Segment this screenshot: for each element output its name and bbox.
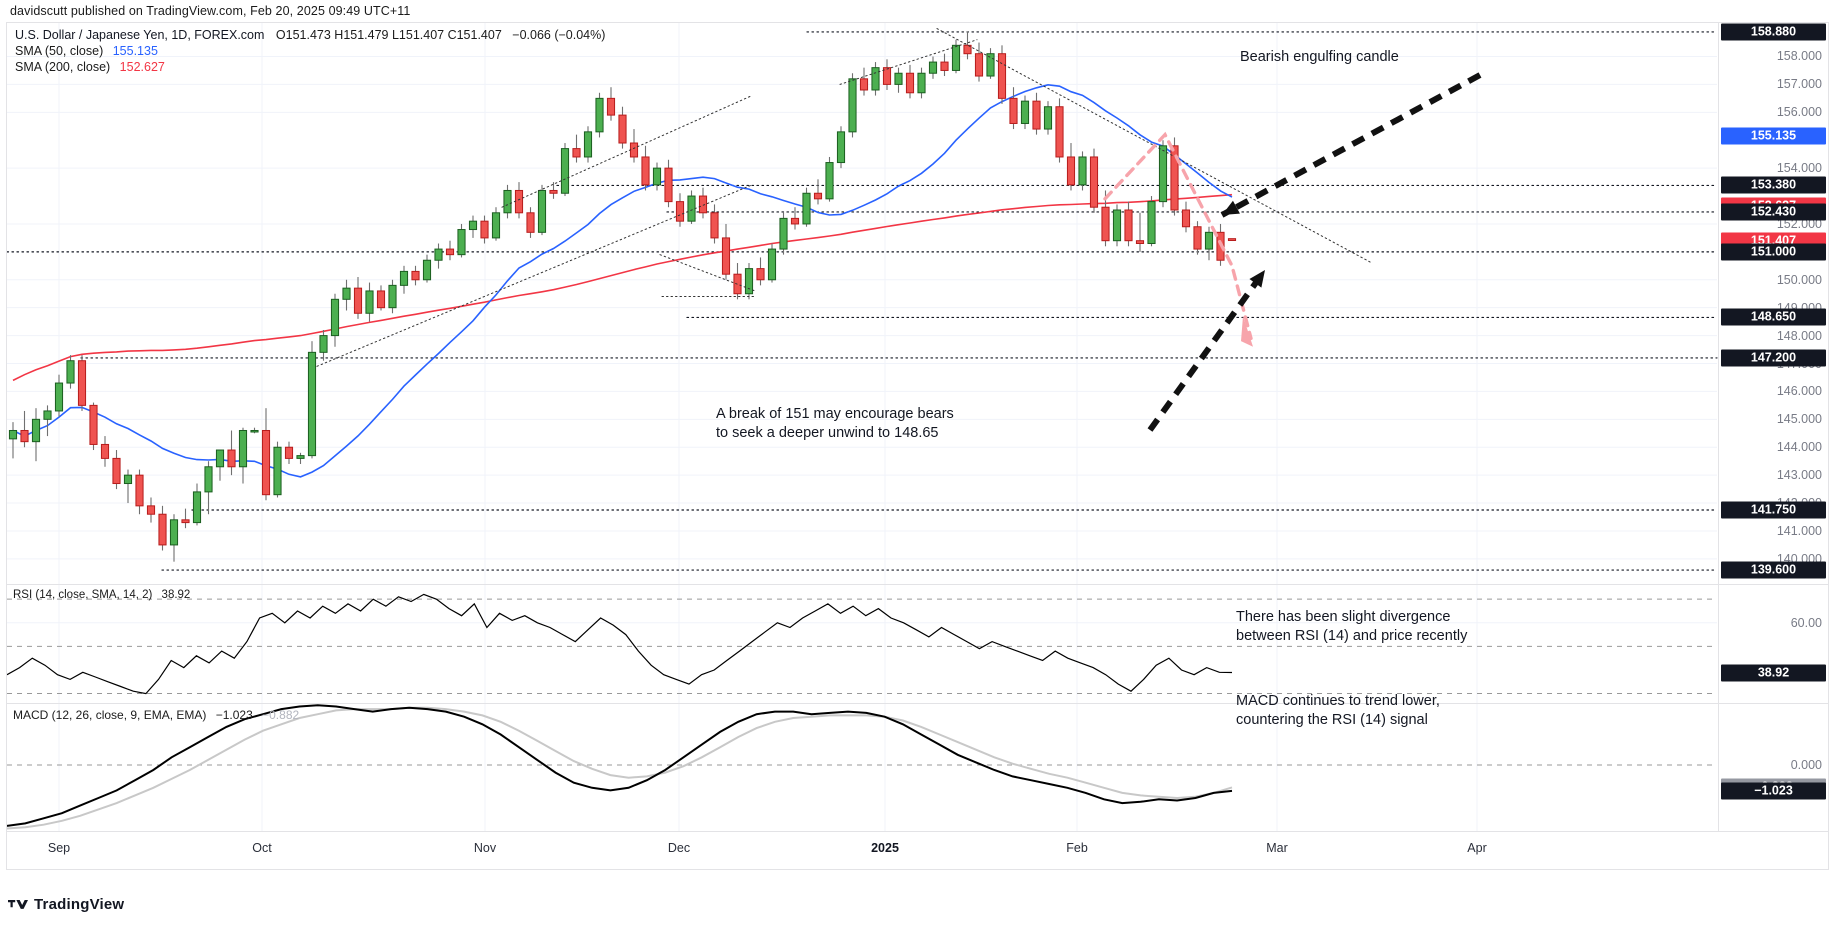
axis-tick-label: 143.000 [1776, 468, 1822, 483]
time-axis-label: Sep [47, 841, 71, 855]
macd-pane[interactable]: MACD (12, 26, close, 9, EMA, EMA) −1.023… [7, 703, 1828, 831]
tradingview-brand-label: TradingView [34, 896, 125, 913]
price-axis[interactable]: 158.000 157.000 156.000 154.000 152.000 150.0… [1718, 23, 1828, 584]
axis-tick-label: 158.000 [1776, 49, 1822, 64]
macd-axis[interactable]: 0.000−0.882−1.023 [1718, 704, 1828, 831]
time-axis-label: Mar [1266, 841, 1288, 855]
axis-price-tag: 153.380 [1721, 176, 1826, 194]
price-plot [7, 23, 1718, 584]
axis-tick-label: 0.000 [1790, 757, 1822, 772]
axis-tick-label: 144.000 [1776, 440, 1822, 455]
time-axis-label: 2025 [871, 841, 899, 855]
price-pane[interactable]: U.S. Dollar / Japanese Yen, 1D, FOREX.co… [7, 23, 1828, 584]
axis-price-tag: 147.200 [1721, 349, 1826, 367]
axis-price-tag: 139.600 [1721, 561, 1826, 579]
axis-tick-label: 60.00 [1790, 615, 1822, 630]
publisher-credit: davidscutt published on TradingView.com,… [10, 4, 411, 18]
axis-price-tag: 38.92 [1721, 664, 1826, 681]
axis-price-tag: 151.000 [1721, 243, 1826, 261]
axis-price-tag: −1.023 [1721, 782, 1826, 800]
tradingview-mark-icon [8, 899, 28, 909]
time-axis-label: Apr [1467, 841, 1487, 855]
time-axis-label: Nov [473, 841, 497, 855]
time-axis-label: Feb [1066, 841, 1088, 855]
axis-price-tag: 158.880 [1721, 23, 1826, 41]
axis-tick-label: 157.000 [1776, 77, 1822, 92]
rsi-axis[interactable]: 60.00 38.92 [1718, 585, 1828, 703]
axis-tick-label: 146.000 [1776, 384, 1822, 399]
axis-tick-label: 156.000 [1776, 105, 1822, 120]
time-axis-label: Oct [252, 841, 272, 855]
axis-tick-label: 141.000 [1776, 523, 1822, 538]
axis-tick-label: 145.000 [1776, 412, 1822, 427]
axis-price-tag: 141.750 [1721, 501, 1826, 519]
rsi-pane[interactable]: RSI (14, close, SMA, 14, 2) 38.92 60.00 3… [7, 584, 1828, 703]
tradingview-logo: TradingView [8, 896, 124, 913]
rsi-plot [7, 585, 1717, 703]
macd-plot [7, 704, 1717, 831]
axis-price-tag: 152.430 [1721, 203, 1826, 221]
chart-container[interactable]: U.S. Dollar / Japanese Yen, 1D, FOREX.co… [6, 22, 1829, 870]
axis-tick-label: 154.000 [1776, 161, 1822, 176]
time-axis-label: Dec [667, 841, 691, 855]
axis-price-tag: 148.650 [1721, 308, 1826, 326]
axis-price-tag: 155.135 [1721, 127, 1826, 145]
axis-tick-label: 152.000 [1776, 216, 1822, 231]
axis-tick-label: 150.000 [1776, 272, 1822, 287]
axis-tick-label: 148.000 [1776, 328, 1822, 343]
time-axis[interactable]: Sep Oct Nov Dec 2025 Feb Mar Apr [7, 831, 1828, 869]
